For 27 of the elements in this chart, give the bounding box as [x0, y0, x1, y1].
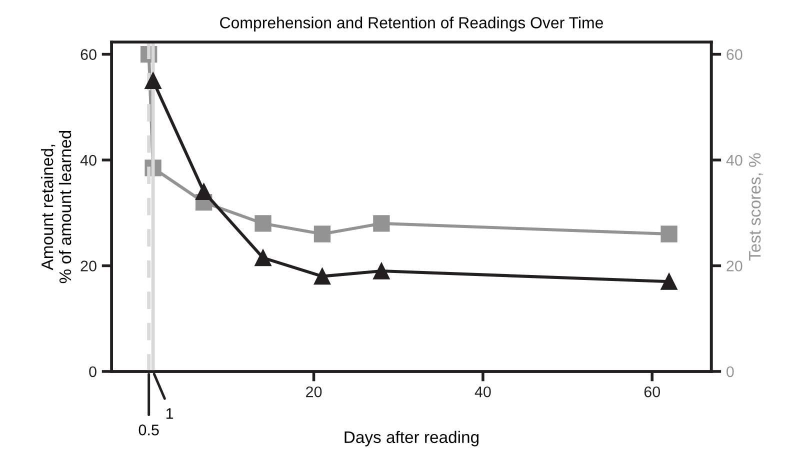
y2-tick-label: 40 [726, 154, 742, 166]
x-axis-title: Days after reading [344, 430, 478, 446]
point [254, 215, 272, 232]
y-tick-label: 20 [80, 260, 96, 272]
y-tick-label: 60 [80, 49, 96, 60]
ref-line-label: 1 [166, 408, 174, 419]
point [660, 273, 678, 290]
y2-tick-label: 60 [726, 49, 742, 60]
point [314, 226, 331, 242]
x-tick-label: 20 [306, 386, 322, 398]
point [254, 249, 272, 266]
x-tick-label: 60 [644, 386, 660, 398]
point [373, 215, 390, 232]
ref-line-label: 0.5 [138, 424, 159, 436]
chart-title: Comprehension and Retention of Readings Over Time [220, 16, 603, 32]
point [314, 268, 331, 285]
y2-tick-label: 20 [726, 260, 742, 272]
y2-tick-label: 0 [726, 366, 734, 378]
x-tick-label: 40 [474, 386, 491, 398]
y-tick-label: 40 [80, 154, 96, 166]
point [144, 72, 162, 90]
y2-axis-title: Test scores, % [748, 153, 763, 261]
point [373, 262, 390, 280]
point [660, 226, 678, 242]
point [195, 183, 212, 200]
y-tick-label: 0 [89, 366, 96, 378]
y-axis-title: Amount retained, % of amount learned [40, 130, 72, 284]
